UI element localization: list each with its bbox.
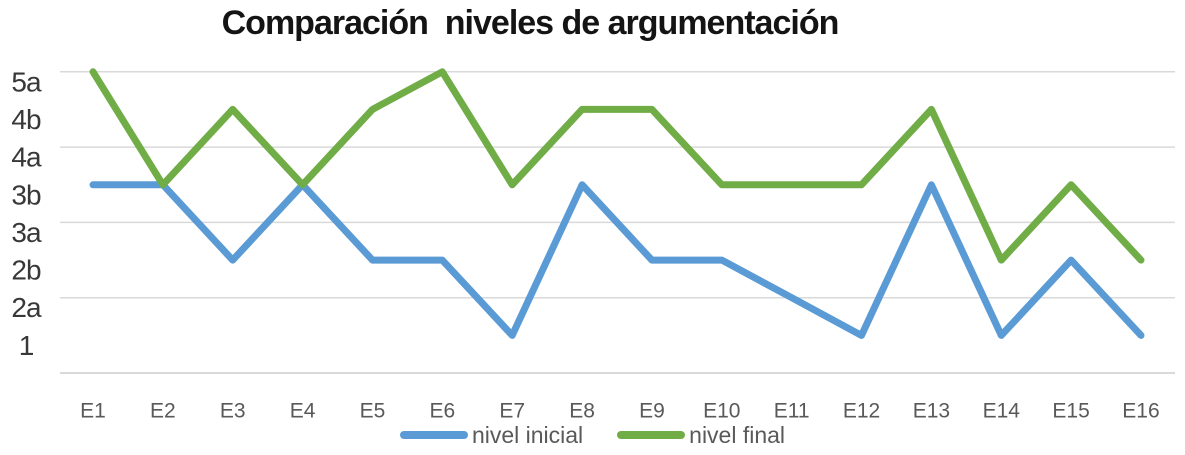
x-axis-label: E2 [150,400,176,423]
x-axis-label: E8 [569,400,595,423]
legend-label-nivel-final: nivel final [689,421,786,448]
legend-swatch-nivel-final-icon [617,431,686,439]
x-axis-label: E16 [1122,400,1159,423]
y-axis-label: 2b [11,255,41,286]
y-axis-label: 3b [11,179,41,210]
legend-item-nivel-inicial: nivel inicial [399,421,584,448]
y-axis-label: 4b [11,104,41,135]
y-axis-label: 2a [11,292,42,323]
legend-swatch-nivel-inicial-icon [399,431,468,439]
x-axis-label: E13 [913,400,950,423]
x-axis-label: E6 [429,400,455,423]
x-axis-label: E15 [1052,400,1089,423]
legend-item-nivel-final: nivel final [617,421,786,448]
y-axis-label: 4a [11,142,42,173]
x-axis-label: E12 [843,400,880,423]
y-axis-label: 3a [11,217,42,248]
x-axis-label: E11 [774,400,810,423]
x-axis-label: E5 [360,400,386,423]
x-axis-label: E9 [639,400,665,423]
series-line-nivel-final [89,68,1145,264]
y-axis-label: 1 [19,330,34,361]
chart-title: Comparación niveles de argumentación [221,4,840,42]
legend-label-nivel-inicial: nivel inicial [471,421,584,448]
x-axis-label: E4 [290,400,316,423]
x-axis-label: E1 [80,400,106,423]
x-axis-label: E3 [220,400,246,423]
x-axis-label: E14 [983,400,1021,423]
series-line-nivel-inicial [89,181,1145,339]
x-axis-label: E10 [703,400,740,423]
y-axis-label: 5a [11,66,42,97]
chart-legend: nivel inicial nivel final [0,420,1185,450]
x-axis-label: E7 [499,400,525,423]
